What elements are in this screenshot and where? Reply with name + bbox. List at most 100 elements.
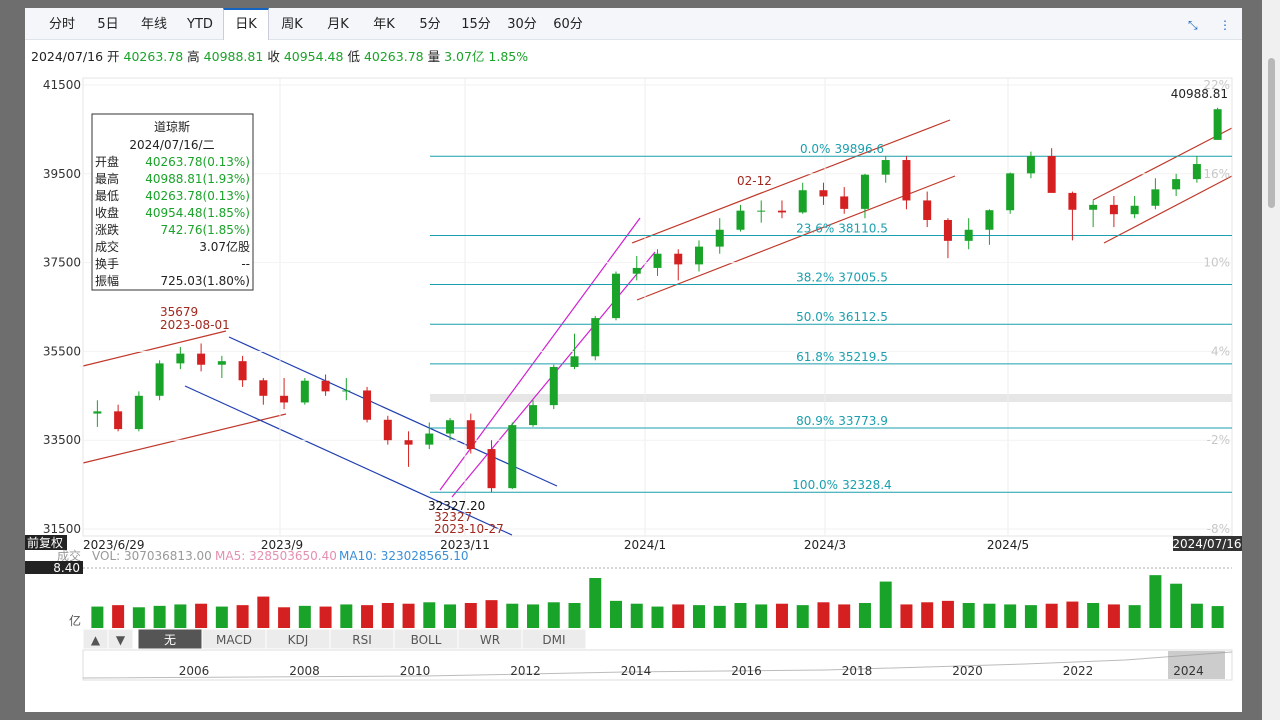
tab[interactable]: 周K <box>281 17 303 32</box>
y-tick-label: 39500 <box>43 167 81 181</box>
fib-value: 33773.9 <box>838 414 888 428</box>
y-tick-label: 37500 <box>43 256 81 270</box>
band <box>430 394 1232 402</box>
volume-title: 成交 <box>57 548 81 563</box>
x-label: 2024/5 <box>987 538 1029 552</box>
indicator-tab[interactable]: MACD <box>201 628 267 650</box>
tab[interactable]: 60分 <box>553 17 583 32</box>
annotation: 02-12 <box>737 174 772 188</box>
indicator-tab[interactable]: 无 <box>137 628 203 650</box>
volume-bar <box>485 600 498 628</box>
tab[interactable]: 15分 <box>461 17 491 32</box>
vol-text: VOL: 307036813.00 <box>92 549 212 563</box>
candle-body <box>881 160 890 175</box>
candle-body <box>487 449 496 489</box>
tab[interactable]: 5分 <box>419 17 441 32</box>
overview-line <box>82 651 1233 679</box>
indicator-tab[interactable]: ▼ <box>107 628 134 650</box>
x-label: 2024/07/16 <box>1172 537 1241 551</box>
fib-ratio: 80.9% <box>796 414 834 428</box>
y-tick-label: 41500 <box>43 78 81 92</box>
volume-bar <box>734 603 747 628</box>
volume-bar <box>1107 604 1120 628</box>
indicator-tab[interactable]: WR <box>457 628 523 650</box>
x-label-box <box>1173 536 1242 551</box>
tab[interactable]: 日K <box>223 8 269 40</box>
volume-bar <box>672 604 685 628</box>
quote-date: 2024/07/16 <box>31 49 104 64</box>
candle-body <box>1130 205 1139 215</box>
indicator-tab[interactable]: DMI <box>521 628 587 650</box>
candle-body <box>757 210 766 212</box>
tab[interactable]: YTD <box>187 17 213 32</box>
tab[interactable]: 30分 <box>507 17 537 32</box>
volume-bar <box>879 581 892 628</box>
indicator-label: ▼ <box>116 633 126 647</box>
ma5-text: MA5: 328503650.40 <box>215 549 337 563</box>
y2-tick-label: -2% <box>1207 433 1230 447</box>
candle-body <box>777 210 786 213</box>
x-label: 2023/11 <box>440 538 490 552</box>
fib-ratio: 100.0% <box>792 478 838 492</box>
fib-label: 61.8% 35219.5 <box>796 350 888 364</box>
candle-body <box>155 363 164 396</box>
candle-body <box>943 219 952 241</box>
candle-body <box>1089 204 1098 210</box>
candle-body <box>1151 189 1160 206</box>
candle-body <box>674 253 683 265</box>
tab[interactable]: 年线 <box>140 17 167 32</box>
volume-bar <box>174 604 187 628</box>
volume-bar <box>962 603 975 628</box>
overview-year: 2012 <box>510 664 541 678</box>
candle-body <box>363 390 372 420</box>
tab[interactable]: 5日 <box>97 17 119 32</box>
info-value: 40954.48(1.85%) <box>145 206 250 220</box>
candle-body <box>342 390 351 392</box>
candle-body <box>1047 156 1056 193</box>
indicator-tab[interactable]: RSI <box>329 628 395 650</box>
info-date: 2024/07/16/二 <box>129 138 214 152</box>
trend-lines <box>82 119 1233 536</box>
scrollbar[interactable] <box>1262 0 1280 720</box>
indicator-label: BOLL <box>411 633 442 647</box>
scroll-thumb[interactable] <box>1268 58 1275 208</box>
candle-body <box>736 210 745 230</box>
x-label: 2023/9 <box>261 538 303 552</box>
info-key: 开盘 <box>95 154 119 169</box>
candle-body <box>383 419 392 441</box>
info-key: 最低 <box>95 189 119 203</box>
indicator-tab[interactable]: BOLL <box>393 628 459 650</box>
candle-body <box>653 253 662 268</box>
volume-bar <box>1149 575 1162 628</box>
candle-body <box>1213 109 1222 140</box>
quote-key: 开 <box>107 49 120 64</box>
annotation: 32327.20 <box>428 499 485 513</box>
volume-bar <box>838 604 851 628</box>
candle-body <box>570 356 579 367</box>
volume-bar <box>775 603 788 628</box>
fib-label: 50.0% 36112.5 <box>796 310 888 324</box>
overview-year: 2006 <box>179 664 210 678</box>
toolbar-icons[interactable]: ⤡ ⋮ <box>1188 18 1231 32</box>
volume-bar <box>153 605 166 628</box>
fib-value: 37005.5 <box>838 271 888 285</box>
y-tick-label: 33500 <box>43 433 81 447</box>
candle-body <box>1006 173 1015 211</box>
quote-key: 低 <box>347 49 360 64</box>
tab[interactable]: 分时 <box>48 17 75 32</box>
tab[interactable]: 年K <box>373 17 395 32</box>
info-key: 成交 <box>95 239 119 254</box>
indicator-tab[interactable]: KDJ <box>265 628 331 650</box>
candle-body <box>549 366 558 406</box>
candle-body <box>321 380 330 392</box>
quote-key: 收 <box>267 49 280 64</box>
volume-bar <box>610 600 623 628</box>
candle-body <box>819 190 828 197</box>
candle-body <box>612 273 621 319</box>
indicator-tab[interactable]: ▲ <box>82 628 109 650</box>
indicator-bg <box>521 628 587 650</box>
tab[interactable]: 月K <box>327 17 349 32</box>
volume-bar <box>298 605 311 628</box>
candle-body <box>694 246 703 265</box>
